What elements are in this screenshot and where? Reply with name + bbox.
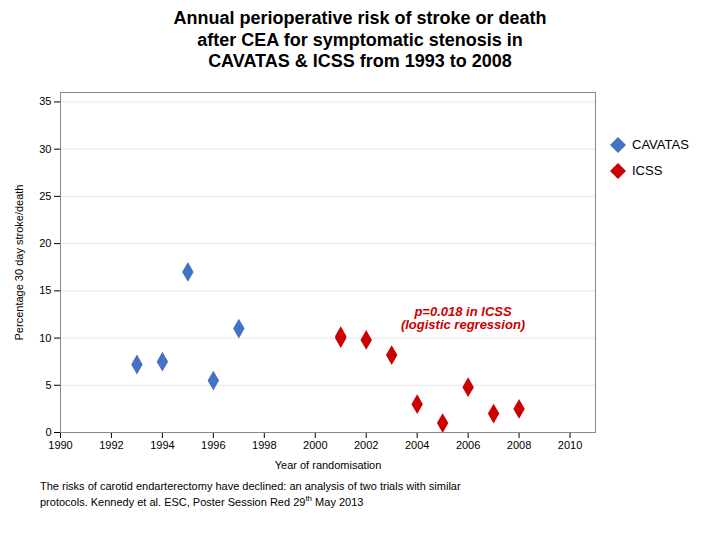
svg-text:20: 20	[39, 237, 51, 249]
svg-text:5: 5	[45, 379, 51, 391]
svg-text:2008: 2008	[507, 439, 531, 451]
html-text:protocols. Kennedy et al. ESC,: protocols. Kennedy et al. ESC, Poster Se…	[40, 493, 364, 508]
html-text:ICSS: ICSS	[632, 163, 663, 179]
svg-text:2010: 2010	[558, 439, 582, 451]
svg-text:2004: 2004	[405, 439, 429, 451]
svg-text:Year of randomisation: Year of randomisation	[275, 458, 382, 470]
svg-text:p=0.018 in ICSS(logistic regre: p=0.018 in ICSS(logistic regression)	[401, 303, 525, 331]
svg-text:15: 15	[39, 284, 51, 296]
svg-text:2006: 2006	[456, 439, 480, 451]
svg-text:30: 30	[39, 142, 51, 154]
svg-text:1996: 1996	[201, 439, 225, 451]
svg-text:2000: 2000	[303, 439, 327, 451]
svg-text:0: 0	[45, 426, 51, 438]
svg-text:1992: 1992	[99, 439, 123, 451]
svg-text:25: 25	[39, 190, 51, 202]
svg-text:2002: 2002	[354, 439, 378, 451]
svg-text:1998: 1998	[252, 439, 276, 451]
svg-text:1990: 1990	[48, 439, 72, 451]
html-text:Annual perioperative risk of s: Annual perioperative risk of stroke or d…	[173, 8, 547, 72]
svg-text:Percentage 30 day stroke/death: Percentage 30 day stroke/death	[13, 184, 25, 340]
html-text:CAVATAS: CAVATAS	[632, 137, 689, 153]
svg-text:1994: 1994	[150, 439, 174, 451]
svg-text:10: 10	[39, 331, 51, 343]
html-text:The risks of carotid endartere: The risks of carotid endarterectomy have…	[40, 479, 461, 492]
svg-text:35: 35	[39, 95, 51, 107]
